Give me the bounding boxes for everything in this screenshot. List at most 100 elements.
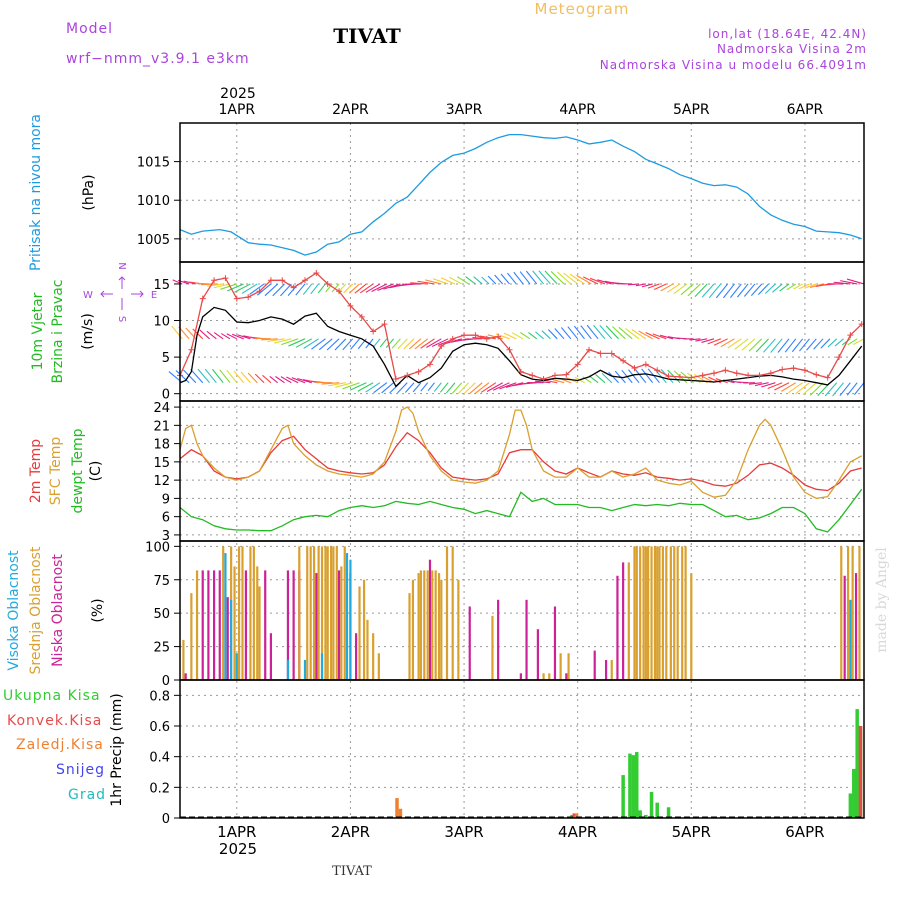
panel-label-temperature: SFC Temp — [48, 437, 64, 506]
footer-station: TIVAT — [332, 864, 372, 879]
y-tick-label: 9 — [162, 492, 170, 507]
bar-precip — [667, 807, 671, 818]
bar-clouds — [469, 606, 471, 680]
wind-barb — [470, 383, 483, 394]
bar-clouds — [855, 573, 857, 680]
wind-barb — [409, 339, 421, 349]
wind-barb — [464, 383, 476, 394]
panel-unit-wind: (m/s) — [80, 313, 96, 350]
y-tick-label: 25 — [153, 641, 170, 656]
gust-marker — [722, 367, 728, 373]
gust-marker — [234, 296, 240, 302]
compass-s: S — [116, 316, 127, 322]
wind-barb — [205, 369, 216, 383]
bar-clouds — [858, 546, 860, 680]
top-date-label: 1APR — [218, 102, 255, 118]
wind-barb — [358, 383, 373, 392]
wind-barb — [366, 383, 380, 392]
y-tick-label: 24 — [153, 401, 170, 416]
y-tick-label: 0 — [162, 674, 170, 689]
bar-clouds — [245, 570, 247, 680]
bar-clouds — [847, 546, 849, 680]
wind-barb — [763, 339, 775, 353]
bar-clouds — [542, 673, 544, 680]
wind-barb — [482, 277, 489, 284]
y-tick-label: 0.4 — [149, 751, 170, 766]
bar-precip — [395, 798, 399, 818]
y-tick-label: 0.8 — [149, 689, 170, 704]
elevation-text: Nadmorska Visina 2m — [717, 42, 867, 56]
model-name: wrf−nmm_v3.9.1 e3km — [66, 51, 250, 67]
compass-e: E — [151, 290, 157, 301]
bar-clouds — [677, 546, 679, 680]
bar-clouds — [650, 546, 652, 680]
wind-barb — [642, 369, 653, 383]
wind-barb — [781, 383, 796, 392]
bar-clouds — [227, 597, 229, 680]
wind-barb — [201, 284, 216, 285]
gust-marker — [541, 376, 547, 382]
wind-barb — [721, 339, 735, 347]
wind-barb — [413, 383, 421, 392]
wind-barb — [488, 276, 496, 284]
bar-clouds — [690, 573, 692, 680]
bar-clouds — [363, 580, 365, 680]
model-label: Model — [66, 21, 113, 37]
bar-clouds — [525, 600, 527, 680]
bar-clouds — [207, 570, 209, 680]
bar-precip — [621, 775, 625, 818]
model-elevation-text: Nadmorska Visina u modelu 66.4091m — [600, 58, 867, 72]
gust-marker — [643, 361, 649, 367]
wind-barb — [723, 284, 734, 298]
bar-clouds — [340, 566, 342, 680]
bottom-year-label: 2025 — [219, 840, 257, 858]
wind-barb — [709, 284, 721, 298]
bar-clouds — [304, 660, 306, 680]
bar-clouds — [185, 673, 187, 680]
wind-barb — [778, 339, 789, 353]
wind-barb — [539, 271, 551, 284]
panel-label-wind: Brzina i Pravac — [50, 280, 66, 384]
bar-clouds — [673, 546, 675, 680]
wind-barb — [265, 284, 278, 296]
bar-clouds — [318, 546, 320, 680]
bar-clouds — [431, 570, 433, 680]
bar-clouds — [457, 580, 459, 680]
wind-barb — [542, 331, 551, 339]
bar-clouds — [622, 562, 624, 680]
bar-clouds — [665, 546, 667, 680]
compass-n: N — [116, 262, 127, 269]
bar-clouds — [427, 570, 429, 680]
y-tick-label: 0.2 — [149, 781, 170, 796]
bar-clouds — [336, 546, 338, 680]
wind-barb — [695, 284, 707, 297]
wind-barb — [440, 383, 448, 393]
bar-clouds — [349, 560, 351, 680]
gust-marker — [802, 367, 808, 373]
bar-clouds — [420, 570, 422, 680]
wind-barb — [728, 339, 742, 348]
wind-barb — [242, 284, 257, 293]
bar-clouds — [840, 546, 842, 680]
wind-barb — [262, 375, 270, 382]
bar-clouds — [298, 546, 300, 680]
top-year-label: 2025 — [220, 86, 256, 102]
bar-clouds — [418, 573, 420, 680]
bar-precip — [635, 752, 639, 818]
bar-clouds — [452, 546, 454, 680]
line-temperature — [180, 407, 862, 498]
wind-barb — [311, 339, 325, 349]
wind-barb — [176, 371, 189, 383]
y-tick-label: 5 — [162, 351, 170, 366]
bar-precip — [650, 792, 654, 818]
gust-marker — [597, 350, 603, 356]
bar-clouds — [633, 546, 635, 680]
bar-clouds — [241, 546, 243, 680]
wind-barb — [528, 333, 536, 339]
wind-barb — [688, 284, 700, 296]
bar-clouds — [306, 546, 308, 680]
bar-clouds — [440, 580, 442, 680]
bar-clouds — [253, 546, 255, 680]
top-date-label: 2APR — [332, 102, 369, 118]
